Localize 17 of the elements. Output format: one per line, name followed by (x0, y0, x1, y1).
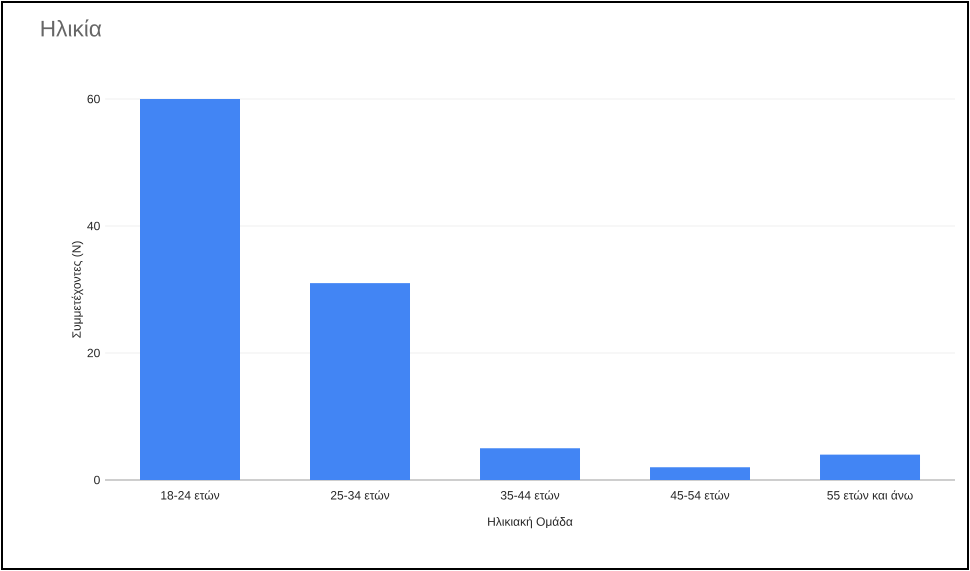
bar (480, 448, 580, 480)
y-tick-label: 40 (87, 222, 100, 230)
y-axis-title: Συμμετέχοντες (N) (72, 241, 84, 338)
x-tick-label: 55 ετών και άνω (827, 490, 913, 500)
x-tick-label: 35-44 ετών (500, 490, 560, 500)
bar (650, 467, 750, 480)
bar (310, 283, 410, 480)
x-tick-label: 45-54 ετών (670, 490, 730, 500)
x-tick-label: 25-34 ετών (330, 490, 390, 500)
x-tick-label: 18-24 ετών (161, 490, 220, 500)
x-axis-title: Ηλικιακή Ομάδα (488, 516, 573, 528)
y-tick-label: 20 (88, 348, 100, 358)
y-tick-label: 0 (94, 476, 100, 484)
bar (820, 454, 920, 480)
bar (140, 99, 240, 480)
chart-title: Ηλικία (42, 19, 102, 37)
y-tick-label: 60 (88, 94, 100, 104)
